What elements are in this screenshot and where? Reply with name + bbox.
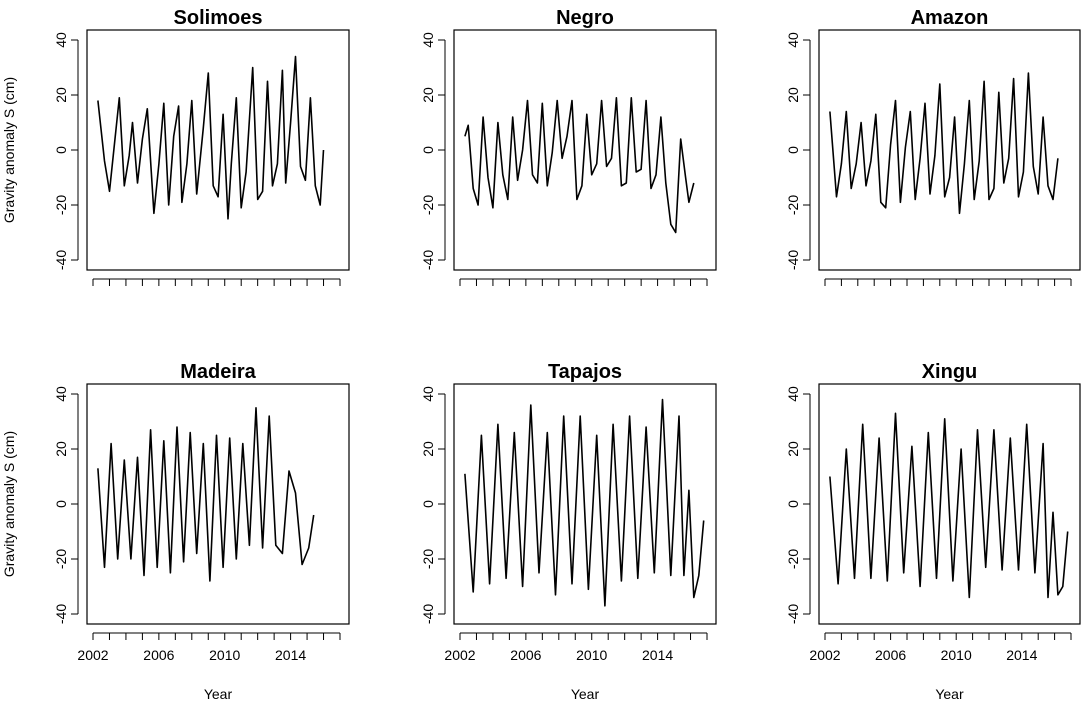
plot-frame bbox=[818, 383, 1081, 625]
x-tick-label: 2006 bbox=[143, 647, 174, 663]
panel-title: Amazon bbox=[911, 7, 989, 29]
plot-frame bbox=[86, 29, 350, 271]
x-axis-label: Year bbox=[935, 686, 964, 702]
y-tick-label: -40 bbox=[420, 250, 436, 270]
y-tick-label: -20 bbox=[785, 549, 801, 569]
y-tick-label: -20 bbox=[420, 549, 436, 569]
plot-frame bbox=[86, 383, 350, 625]
panel-title: Solimoes bbox=[174, 7, 263, 29]
x-tick-label: 2002 bbox=[77, 647, 108, 663]
panel-tapajos: Tapajos -40 -20 0 20 40 2002 2006 2010 2014 Year bbox=[420, 361, 717, 702]
panel-negro: Negro -40 -20 0 20 40 bbox=[420, 7, 717, 286]
y-axis-label: Gravity anomaly S (cm) bbox=[1, 77, 17, 223]
y-tick-label: -40 bbox=[53, 250, 69, 270]
panel-title: Tapajos bbox=[548, 361, 622, 383]
panel-title: Xingu bbox=[922, 361, 978, 383]
x-tick-label: 2006 bbox=[510, 647, 541, 663]
y-tick-label: -20 bbox=[53, 549, 69, 569]
plot-frame bbox=[818, 29, 1081, 271]
series-line-solimoes bbox=[97, 55, 325, 220]
x-tick-label: 2002 bbox=[809, 647, 840, 663]
y-tick-label: 20 bbox=[53, 441, 69, 457]
y-tick-label: -20 bbox=[53, 195, 69, 215]
series-line-amazon bbox=[829, 72, 1059, 215]
panel-solimoes: Solimoes -40 -20 0 20 40 Gravity anomaly S (cm… bbox=[1, 7, 350, 286]
y-tick-label: -40 bbox=[785, 250, 801, 270]
y-tick-label: 0 bbox=[53, 500, 69, 508]
y-tick-label: 40 bbox=[785, 386, 801, 402]
x-tick-label: 2014 bbox=[275, 647, 306, 663]
series-line-madeira bbox=[97, 406, 315, 582]
y-tick-label: -40 bbox=[53, 604, 69, 624]
x-tick-label: 2010 bbox=[209, 647, 240, 663]
x-tick-label: 2010 bbox=[576, 647, 607, 663]
y-tick-label: 0 bbox=[420, 500, 436, 508]
x-tick-label: 2002 bbox=[444, 647, 475, 663]
y-tick-label: 20 bbox=[785, 441, 801, 457]
x-axis-label: Year bbox=[571, 686, 600, 702]
y-tick-label: 20 bbox=[785, 87, 801, 103]
y-tick-label: 20 bbox=[420, 441, 436, 457]
panel-amazon: Amazon -40 -20 0 20 40 bbox=[785, 7, 1081, 286]
plot-frame bbox=[453, 29, 717, 271]
x-axis-label: Year bbox=[204, 686, 233, 702]
panel-title: Madeira bbox=[180, 361, 256, 383]
y-tick-label: 20 bbox=[420, 87, 436, 103]
y-tick-label: 40 bbox=[53, 32, 69, 48]
y-axis-label: Gravity anomaly S (cm) bbox=[1, 431, 17, 577]
y-tick-label: -20 bbox=[420, 195, 436, 215]
y-tick-label: 0 bbox=[420, 146, 436, 154]
plot-frame bbox=[453, 383, 717, 625]
x-tick-label: 2014 bbox=[642, 647, 673, 663]
x-tick-label: 2006 bbox=[875, 647, 906, 663]
x-tick-label: 2010 bbox=[941, 647, 972, 663]
y-tick-label: 40 bbox=[785, 32, 801, 48]
series-line-tapajos bbox=[464, 398, 705, 607]
y-tick-label: 40 bbox=[420, 32, 436, 48]
y-tick-label: 0 bbox=[785, 500, 801, 508]
y-tick-label: -40 bbox=[785, 604, 801, 624]
panel-title: Negro bbox=[556, 7, 614, 29]
y-tick-label: 0 bbox=[53, 146, 69, 154]
y-tick-label: 40 bbox=[420, 386, 436, 402]
series-line-negro bbox=[464, 97, 695, 234]
y-tick-label: 0 bbox=[785, 146, 801, 154]
series-line-xingu bbox=[829, 412, 1069, 599]
panel-xingu: Xingu -40 -20 0 20 40 2002 2006 2010 2014 Year bbox=[785, 361, 1081, 702]
y-tick-label: 20 bbox=[53, 87, 69, 103]
y-tick-label: 40 bbox=[53, 386, 69, 402]
panel-madeira: Madeira -40 -20 0 20 40 2002 2006 2010 2014 Year Gr… bbox=[1, 361, 350, 702]
y-tick-label: -40 bbox=[420, 604, 436, 624]
y-tick-label: -20 bbox=[785, 195, 801, 215]
x-tick-label: 2014 bbox=[1006, 647, 1037, 663]
